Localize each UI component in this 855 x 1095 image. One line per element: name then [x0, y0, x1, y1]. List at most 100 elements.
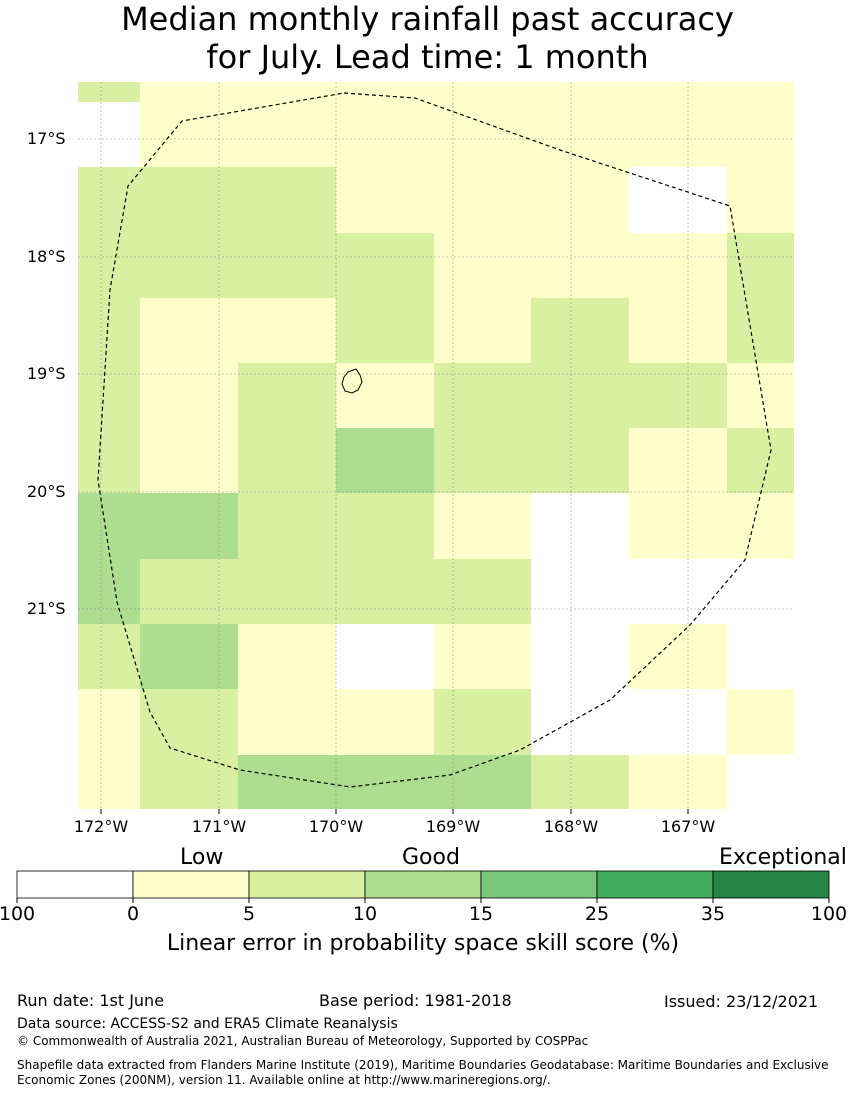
grid-cell [531, 428, 629, 493]
grid-cell [140, 755, 238, 809]
issued-date: Issued: 23/12/2021 [664, 992, 819, 1011]
grid-cell [238, 559, 336, 624]
grid-cell [434, 233, 531, 298]
grid-cell [238, 82, 336, 102]
grid-cell [140, 82, 238, 102]
grid-cell [140, 298, 238, 363]
grid-cell [434, 428, 531, 493]
grid-cell [434, 493, 531, 559]
grid-cell [629, 493, 727, 559]
grid-cell [336, 102, 434, 167]
chart-title: Median monthly rainfall past accuracy fo… [0, 0, 855, 76]
grid-cell [140, 233, 238, 298]
grid-cell [434, 167, 531, 233]
grid-cell [434, 559, 531, 624]
lat-label-17s: 17°S [27, 129, 66, 148]
grid-cell [434, 102, 531, 167]
grid-cell [336, 233, 434, 298]
grid-cell [238, 167, 336, 233]
lat-label-20s: 20°S [27, 482, 66, 501]
grid-cell [434, 624, 531, 689]
grid-cell [336, 559, 434, 624]
lon-label-169w: 169°W [425, 817, 481, 836]
grid-cell [531, 167, 629, 233]
lon-label-172w: 172°W [73, 817, 129, 836]
grid-cell [629, 82, 727, 102]
grid-cell [727, 755, 794, 809]
grid-cell [336, 167, 434, 233]
grid-cell [140, 167, 238, 233]
grid-cell [140, 428, 238, 493]
grid-cell [629, 298, 727, 363]
grid-cell [140, 493, 238, 559]
grid-cell [629, 689, 727, 755]
grid-cell [727, 82, 794, 102]
category-good: Good [402, 845, 460, 870]
title-line-2: for July. Lead time: 1 month [206, 38, 649, 76]
grid-cell [727, 167, 794, 233]
grid-cell [140, 689, 238, 755]
grid-cell [78, 82, 140, 102]
shapefile-credit-line-2: Economic Zones (200NM), version 11. Avai… [17, 1073, 551, 1087]
grid-cell [336, 363, 434, 428]
colorbar-segment [596, 870, 714, 899]
grid-cell [629, 363, 727, 428]
grid-cell [531, 82, 629, 102]
grid-cell [336, 755, 434, 809]
grid-cell [336, 624, 434, 689]
colorbar-tick-label: 100 [810, 903, 848, 925]
category-exceptional: Exceptional [719, 845, 847, 870]
grid-cell [238, 428, 336, 493]
grid-cell [238, 493, 336, 559]
colorbar-segment [248, 870, 366, 899]
grid-cell [629, 428, 727, 493]
grid-cell [238, 298, 336, 363]
colorbar-segment [364, 870, 482, 899]
lon-label-167w: 167°W [660, 817, 716, 836]
grid-cell [238, 102, 336, 167]
lon-label-170w: 170°W [308, 817, 364, 836]
grid-cell [78, 363, 140, 428]
base-period: Base period: 1981-2018 [319, 991, 512, 1010]
grid-cell [78, 624, 140, 689]
grid-cell [727, 689, 794, 755]
colorbar-tick-label: 35 [700, 903, 726, 925]
grid-cell [531, 493, 629, 559]
grid-cell [78, 428, 140, 493]
grid-cell [531, 559, 629, 624]
colorbar-tick-label: 5 [242, 903, 256, 925]
grid-cell [531, 689, 629, 755]
grid-cell [531, 624, 629, 689]
grid-cell [531, 363, 629, 428]
colorbar-tick-label: 25 [584, 903, 610, 925]
grid-cell [727, 233, 794, 298]
grid-cell [140, 102, 238, 167]
grid-cell [727, 493, 794, 559]
grid-cell [531, 102, 629, 167]
grid-cell [434, 363, 531, 428]
grid-cell [78, 559, 140, 624]
grid-cell [531, 755, 629, 809]
grid-cell [336, 82, 434, 102]
grid-cell [78, 689, 140, 755]
copyright-notice: © Commonwealth of Australia 2021, Austra… [17, 1034, 589, 1048]
grid-cell [727, 428, 794, 493]
run-date: Run date: 1st June [17, 991, 165, 1010]
title-line-1: Median monthly rainfall past accuracy [121, 0, 734, 38]
grid-cell [238, 689, 336, 755]
grid-cell [140, 559, 238, 624]
grid-cell [238, 363, 336, 428]
grid-cell [336, 689, 434, 755]
lat-label-21s: 21°S [27, 599, 66, 618]
grid-cell [78, 298, 140, 363]
niue-island-outline [341, 368, 363, 394]
graticule [78, 82, 794, 814]
category-low: Low [180, 845, 224, 870]
grid-cell [78, 102, 140, 167]
grid-cell [531, 298, 629, 363]
lon-label-168w: 168°W [543, 817, 599, 836]
grid-cell [629, 624, 727, 689]
colorbar-segment [132, 870, 250, 899]
grid-cell [727, 559, 794, 624]
colorbar-tick-label: 0 [126, 903, 140, 925]
